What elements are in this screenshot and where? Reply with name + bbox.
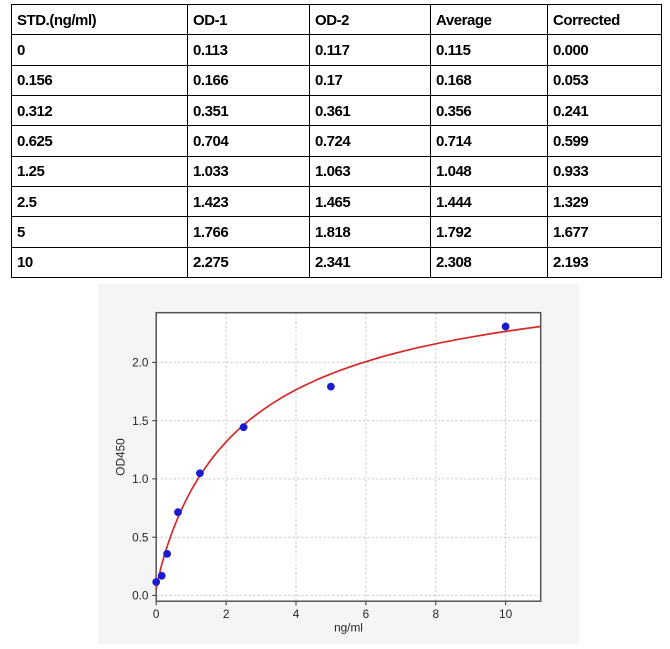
svg-text:2: 2 — [223, 607, 230, 621]
svg-text:0: 0 — [153, 607, 160, 621]
svg-text:2.0: 2.0 — [132, 356, 149, 370]
svg-text:8: 8 — [433, 607, 440, 621]
svg-text:6: 6 — [363, 607, 370, 621]
svg-text:OD450: OD450 — [114, 438, 128, 476]
svg-text:10: 10 — [499, 607, 513, 621]
svg-text:ng/ml: ng/ml — [334, 621, 363, 635]
svg-text:1.0: 1.0 — [132, 472, 149, 486]
svg-text:4: 4 — [293, 607, 300, 621]
svg-text:0.5: 0.5 — [132, 530, 149, 544]
svg-text:0.0: 0.0 — [132, 589, 149, 603]
svg-text:1.5: 1.5 — [132, 414, 149, 428]
